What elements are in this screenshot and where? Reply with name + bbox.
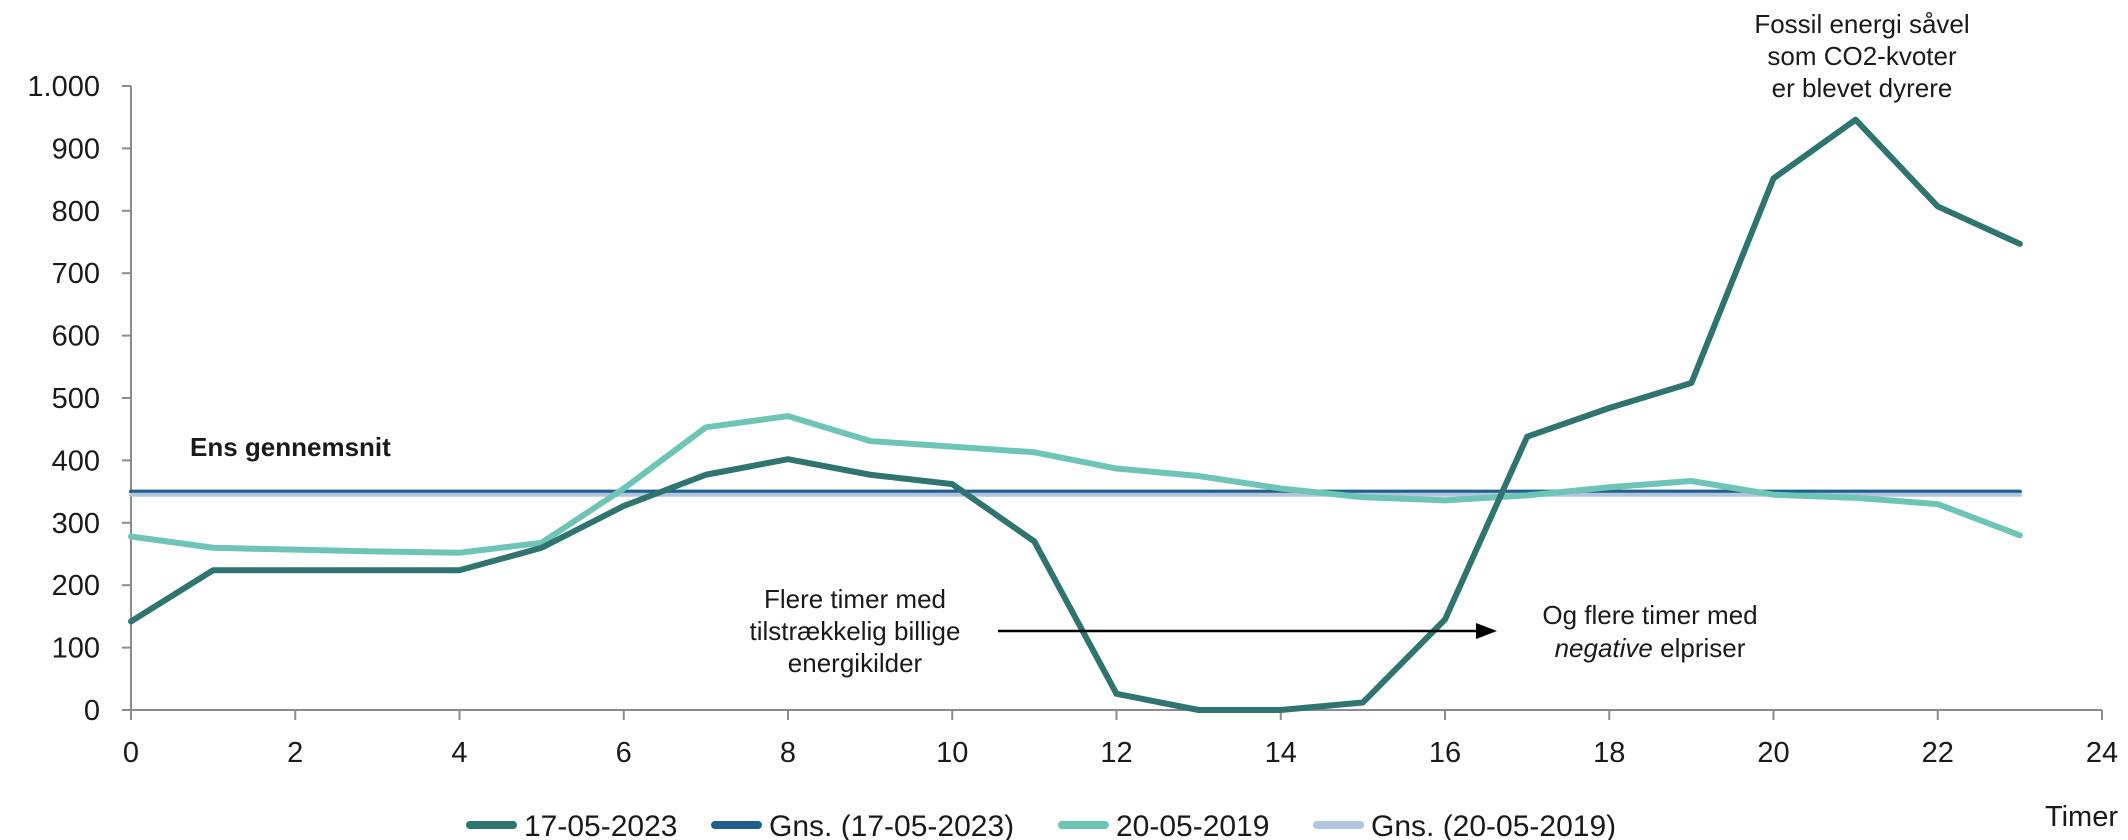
legend-label: Gns. (17-05-2023)	[769, 810, 1014, 840]
y-tick-label: 300	[52, 508, 100, 540]
cheap-line-1: Flere timer med	[764, 584, 946, 614]
cheap-line-3: energikilder	[788, 648, 923, 678]
x-tick-label: 8	[780, 737, 796, 769]
x-tick-label: 24	[2086, 737, 2118, 769]
x-tick-label: 20	[1757, 737, 1789, 769]
y-tick-label: 200	[52, 570, 100, 602]
x-tick-label: 10	[936, 737, 968, 769]
y-tick-label: 0	[84, 695, 100, 727]
fossil-annotation: Fossil energi såvel som CO2-kvoter er bl…	[1754, 9, 1969, 103]
x-axis-label: Timer	[2045, 801, 2118, 833]
y-tick-label: 500	[52, 383, 100, 415]
fossil-line-3: er blevet dyrere	[1772, 73, 1953, 103]
y-tick-labels: 0 100 200 300 400 500 600 700 800 900 1.000	[27, 71, 100, 727]
annotation-arrow	[998, 623, 1497, 639]
x-tick-label: 18	[1593, 737, 1625, 769]
cheap-annotation: Flere timer med tilstrækkelig billige en…	[750, 584, 961, 678]
negative-line-1: Og flere timer med	[1542, 600, 1757, 630]
y-tick-label: 1.000	[27, 71, 100, 103]
x-tick-label: 14	[1265, 737, 1297, 769]
x-tick-label: 6	[616, 737, 632, 769]
axes	[122, 85, 2103, 720]
x-tick-label: 4	[451, 737, 467, 769]
y-tick-label: 400	[52, 445, 100, 477]
y-tick-label: 700	[52, 258, 100, 290]
y-tick-label: 100	[52, 633, 100, 665]
x-tick-label: 12	[1100, 737, 1132, 769]
x-tick-labels: 0 2 4 6 8 10 12 14 16 18 20 22 24	[123, 737, 2118, 769]
fossil-line-1: Fossil energi såvel	[1754, 9, 1969, 39]
y-tick-label: 900	[52, 133, 100, 165]
negative-annotation: Og flere timer med negative elpriser	[1542, 600, 1757, 663]
series-line-17-05-2023	[128, 116, 2023, 713]
fossil-line-2: som CO2-kvoter	[1767, 41, 1957, 71]
series-lines	[128, 116, 2023, 713]
avg-annotation: Ens gennemsnit	[190, 432, 391, 462]
x-tick-label: 16	[1429, 737, 1461, 769]
legend-label: 17-05-2023	[524, 810, 677, 840]
negative-line-2: negative elpriser	[1555, 633, 1746, 663]
y-tick-label: 800	[52, 196, 100, 228]
series-line-20-05-2019	[128, 413, 2023, 556]
x-tick-label: 22	[1922, 737, 1954, 769]
negative-rest: elpriser	[1653, 633, 1746, 663]
x-tick-label: 2	[287, 737, 303, 769]
legend-label: Gns. (20-05-2019)	[1371, 810, 1616, 840]
negative-italic: negative	[1555, 633, 1653, 663]
legend: 17-05-2023 Gns. (17-05-2023) 20-05-2019 Gns…	[466, 810, 1616, 840]
y-tick-label: 600	[52, 321, 100, 353]
x-tick-label: 0	[123, 737, 139, 769]
cheap-line-2: tilstrækkelig billige	[750, 616, 961, 646]
legend-label: 20-05-2019	[1116, 810, 1269, 840]
